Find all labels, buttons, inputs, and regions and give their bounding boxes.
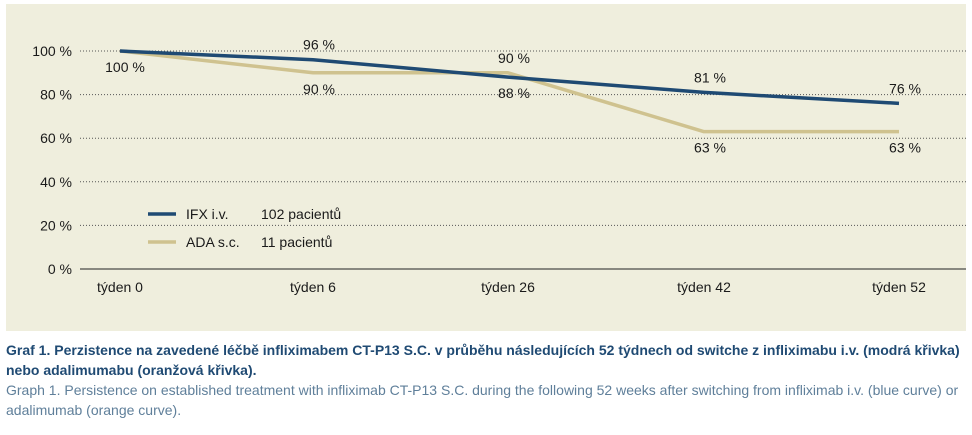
data-label-ifx: 76 %: [889, 80, 921, 96]
x-tick-label: týden 42: [677, 279, 731, 295]
y-tick-label: 80 %: [40, 87, 72, 103]
y-tick-label: 40 %: [40, 174, 72, 190]
persistence-line-chart: 0 % 20 % 40 % 60 % 80 % 100 % týden 0 týden 6 tý…: [32, 37, 966, 295]
data-label-ada: 63 %: [889, 140, 921, 156]
legend-patient-count: 11 pacientů: [261, 234, 332, 250]
legend-patient-count: 102 pacientů: [261, 206, 341, 222]
x-tick-label: týden 52: [872, 279, 926, 295]
data-label-ifx: 96 %: [303, 37, 335, 53]
data-label-ifx: 88 %: [498, 85, 530, 101]
caption-english: Graph 1. Persistence on established trea…: [6, 382, 959, 418]
x-tick-label: týden 26: [481, 279, 535, 295]
y-tick-label: 60 %: [40, 130, 72, 146]
legend-series-name: IFX i.v.: [186, 206, 229, 222]
y-tick-label: 20 %: [40, 217, 72, 233]
legend-series-name: ADA s.c.: [186, 234, 240, 250]
data-label-ifx: 100 %: [105, 59, 145, 75]
chart-panel: 0 % 20 % 40 % 60 % 80 % 100 % týden 0 týden 6 tý…: [6, 4, 966, 331]
data-label-ada: 90 %: [303, 81, 335, 97]
x-tick-label: týden 0: [97, 279, 143, 295]
series-line-ifx: [119, 49, 900, 106]
figure-caption: Graf 1. Perzistence na zavedené léčbě in…: [6, 340, 966, 420]
y-tick-label: 100 %: [32, 43, 72, 59]
series-line-ada: [119, 49, 899, 134]
data-label-ada: 63 %: [694, 140, 726, 156]
x-tick-label: týden 6: [290, 279, 336, 295]
data-label-ifx: 81 %: [694, 69, 726, 85]
caption-czech: Graf 1. Perzistence na zavedené léčbě in…: [6, 342, 960, 378]
data-label-ada: 90 %: [498, 50, 530, 66]
y-tick-label: 0 %: [48, 261, 72, 277]
